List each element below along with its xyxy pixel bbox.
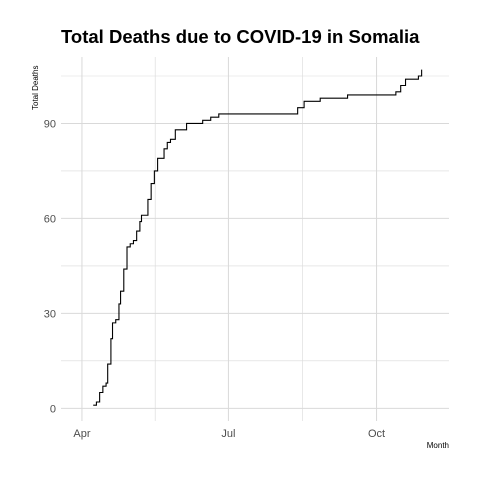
y-tick-label: 30 (44, 308, 56, 320)
x-tick-label: Oct (368, 428, 385, 440)
tick-layer: 0 30 60 90 Apr Jul Oct (44, 118, 385, 440)
y-axis-title: Total Deaths (31, 66, 40, 110)
series-layer (93, 69, 423, 406)
y-tick-label: 0 (50, 403, 56, 415)
y-tick-label: 90 (44, 118, 56, 130)
chart-title: Total Deaths due to COVID-19 in Somalia (61, 26, 420, 47)
y-tick-label: 60 (44, 213, 56, 225)
grid-layer (61, 57, 449, 421)
x-tick-label: Jul (221, 428, 235, 440)
x-axis-title: Month (427, 441, 449, 450)
x-tick-label: Apr (73, 428, 90, 440)
series-line (93, 69, 423, 406)
